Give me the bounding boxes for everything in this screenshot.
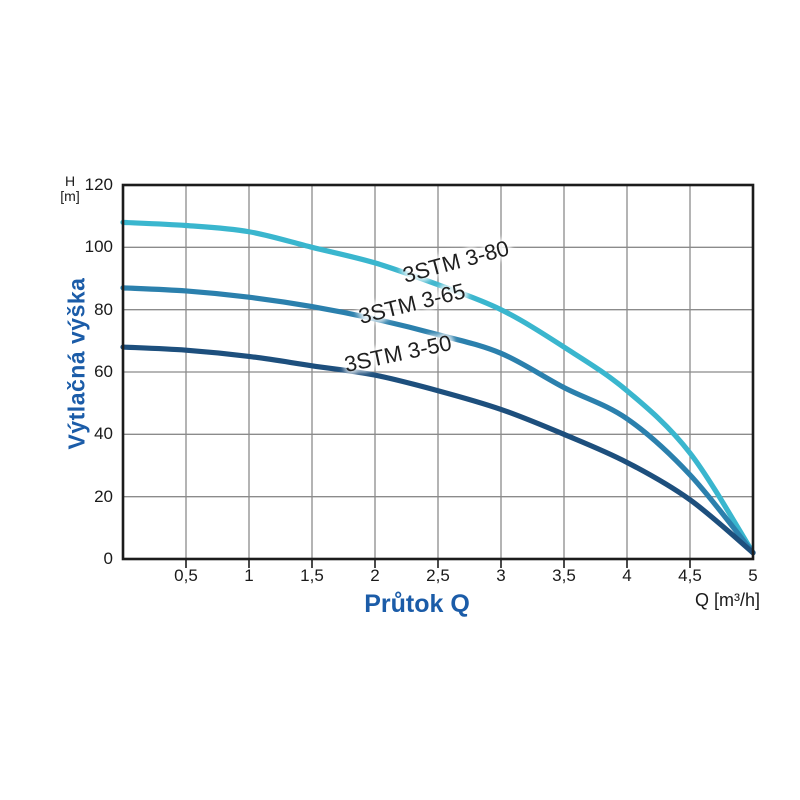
y-tick-label-100: 100 <box>84 237 113 257</box>
y-tick-label-40: 40 <box>94 424 113 444</box>
y-tick-label-20: 20 <box>94 486 113 506</box>
y-tick-label-60: 60 <box>94 362 113 381</box>
x-tick-label-1: 1 <box>244 566 254 585</box>
pump-curves <box>120 219 756 556</box>
x-tick-label-3: 3 <box>496 566 506 585</box>
pump-curve-3stm-3-80 <box>120 219 756 556</box>
x-axis-title: Průtok Q <box>364 590 470 618</box>
x-tick-label-2-5: 2,5 <box>426 566 450 585</box>
x-tick-label-2: 2 <box>370 566 380 585</box>
plot-border <box>121 183 755 561</box>
x-axis-unit-label: Q [m³/h] <box>694 590 760 610</box>
y-axis-unit-line1: H <box>64 173 76 189</box>
y-axis-unit-label: H [m] <box>48 174 92 204</box>
x-tick-label-3-5: 3,5 <box>552 566 576 585</box>
plot-area-border <box>121 183 755 561</box>
pump-curve-3stm-3-50 <box>120 344 756 556</box>
y-axis-unit-line2: [m] <box>60 188 80 204</box>
x-tick-label-1-5: 1,5 <box>300 566 324 585</box>
x-tick-label-5: 5 <box>748 566 758 585</box>
y-tick-label-80: 80 <box>94 299 113 319</box>
x-tick-label-4-5: 4,5 <box>678 566 702 585</box>
gridlines <box>123 185 753 568</box>
x-tick-label-0-5: 0,5 <box>174 566 198 585</box>
x-tick-label-4: 4 <box>622 566 632 585</box>
y-tick-label-120: 120 <box>84 175 113 194</box>
y-tick-label-0: 0 <box>103 549 113 568</box>
pump-curve-3stm-3-65 <box>120 285 756 556</box>
